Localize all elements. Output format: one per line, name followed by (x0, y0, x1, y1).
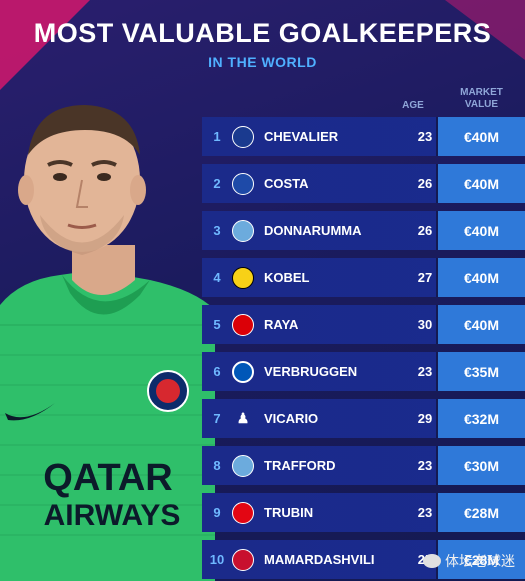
player-image: QATAR AIRWAYS (0, 95, 215, 581)
table-row: 2 COSTA 26 €40M (202, 164, 525, 203)
market-value: €28M (438, 540, 525, 579)
table-row: 7 ♟ VICARIO 29 €32M (202, 399, 525, 438)
divider (436, 211, 438, 250)
rank-number: 6 (213, 364, 221, 379)
rank-number: 4 (213, 270, 221, 285)
player-name: VICARIO (264, 411, 319, 426)
benfica-crest-icon (232, 501, 254, 524)
ranking-table: 1 CHEVALIER 23 €40M 2 COSTA 26 €40M 3 DO… (202, 117, 525, 579)
svg-text:QATAR: QATAR (43, 457, 172, 499)
weibo-logo-icon (423, 554, 441, 568)
market-value: €40M (438, 305, 525, 344)
player-name: TRUBIN (264, 505, 314, 520)
divider (436, 399, 438, 438)
dortmund-crest-icon (232, 266, 254, 289)
divider (436, 117, 438, 156)
man-city-crest-icon (232, 454, 254, 477)
corner-accent (0, 0, 90, 90)
player-age: 26 (417, 176, 433, 191)
player-name: COSTA (264, 176, 309, 191)
divider (436, 164, 438, 203)
market-value-header-line2: VALUE (464, 99, 499, 110)
table-row: 5 RAYA 30 €40M (202, 305, 525, 344)
watermark: 体坛老球迷 (423, 551, 515, 571)
rank-number: 10 (209, 552, 225, 567)
rank-number: 9 (213, 505, 221, 520)
divider (436, 493, 438, 532)
table-row: 9 TRUBIN 23 €28M (202, 493, 525, 532)
table-row: 8 TRAFFORD 23 €30M (202, 446, 525, 485)
player-name: TRAFFORD (264, 458, 336, 473)
player-age: 23 (417, 364, 433, 379)
player-age: 27 (417, 270, 433, 285)
player-age: 29 (417, 411, 433, 426)
player-name: RAYA (264, 317, 299, 332)
page-title: MOST VALUABLE GOALKEEPERS (33, 18, 492, 48)
market-value: €40M (438, 258, 525, 297)
table-row: 6 VERBRUGGEN 23 €35M (202, 352, 525, 391)
player-age: 23 (417, 129, 433, 144)
brighton-crest-icon (232, 360, 254, 383)
player-age: 26 (417, 223, 433, 238)
tottenham-crest-icon: ♟ (236, 410, 250, 426)
market-value: €40M (438, 211, 525, 250)
market-value: €40M (438, 164, 525, 203)
corner-accent-right (445, 0, 525, 60)
table-row: 3 DONNARUMMA 26 €40M (202, 211, 525, 250)
market-value: €40M (438, 117, 525, 156)
rank-number: 3 (213, 223, 221, 238)
rank-number: 8 (213, 458, 221, 473)
table-row: 1 CHEVALIER 23 €40M (202, 117, 525, 156)
liverpool-crest-icon (232, 548, 254, 571)
market-value: €35M (438, 352, 525, 391)
svg-text:AIRWAYS: AIRWAYS (44, 499, 181, 532)
divider (436, 305, 438, 344)
player-name: MAMARDASHVILI (264, 552, 375, 567)
divider (436, 258, 438, 297)
watermark-text: 体坛老球迷 (445, 553, 515, 569)
player-name: VERBRUGGEN (264, 364, 358, 379)
psg-crest-icon (232, 125, 254, 148)
player-age: 30 (417, 317, 433, 332)
market-value: €30M (438, 446, 525, 485)
player-age: 23 (417, 505, 433, 520)
age-column-header: AGE (402, 100, 424, 111)
rank-number: 1 (213, 129, 221, 144)
player-name: CHEVALIER (264, 129, 339, 144)
page-subtitle: IN THE WORLD (208, 54, 317, 70)
arsenal-crest-icon (232, 313, 254, 336)
market-value-column-header: MARKET VALUE (438, 87, 525, 111)
divider (436, 446, 438, 485)
market-value-header-line1: MARKET (460, 87, 503, 98)
rank-number: 2 (213, 176, 221, 191)
player-name: KOBEL (264, 270, 310, 285)
rank-number: 5 (213, 317, 221, 332)
rank-number: 7 (213, 411, 221, 426)
divider (436, 352, 438, 391)
table-row: 4 KOBEL 27 €40M (202, 258, 525, 297)
market-value: €32M (438, 399, 525, 438)
porto-crest-icon (232, 172, 254, 195)
man-city-crest-icon (232, 219, 254, 242)
player-name: DONNARUMMA (264, 223, 362, 238)
market-value: €28M (438, 493, 525, 532)
player-age: 23 (417, 458, 433, 473)
